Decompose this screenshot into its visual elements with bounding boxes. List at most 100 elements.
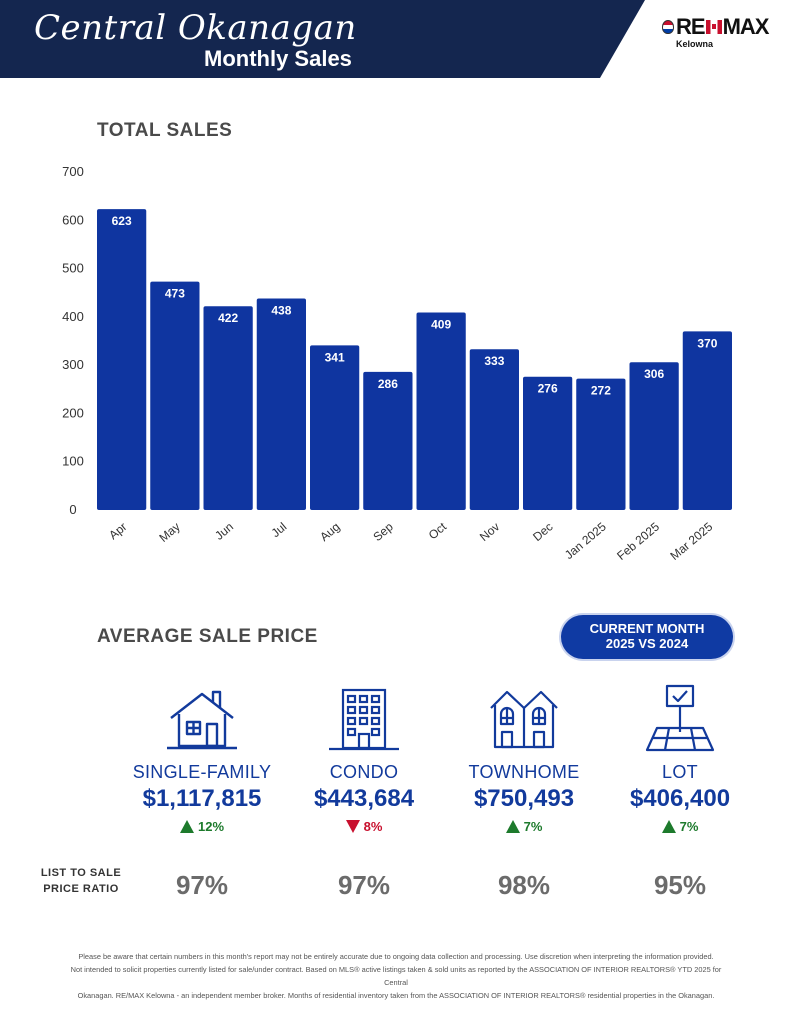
- bar: [97, 209, 147, 510]
- up-arrow-icon: [661, 820, 676, 833]
- page-title: Monthly Sales: [204, 46, 352, 71]
- y-tick-label: 200: [62, 405, 84, 420]
- y-tick-label: 100: [62, 454, 84, 469]
- bar-value-label: 286: [378, 377, 398, 391]
- ratio-single-family: 97%: [175, 870, 229, 900]
- x-tick-label: May: [156, 520, 182, 545]
- x-tick-label: Mar 2025: [667, 519, 715, 563]
- bar: [310, 345, 360, 510]
- x-tick-label: Feb 2025: [614, 519, 662, 563]
- average-price: $443,684: [313, 785, 415, 812]
- header-band: Central Okanagan Monthly Sales RE MAX Ke…: [0, 0, 791, 80]
- lot-sign-icon: [645, 684, 715, 752]
- property-type-label: SINGLE-FAMILY: [132, 762, 272, 782]
- average-price: $406,400: [629, 785, 731, 812]
- property-type-label: CONDO: [329, 762, 399, 782]
- bar: [682, 331, 732, 510]
- price-change: 7%: [600, 819, 760, 834]
- bar-value-label: 473: [165, 287, 185, 301]
- bar-value-label: 276: [538, 382, 558, 396]
- x-tick-label: Apr: [106, 520, 129, 543]
- ratio-condo: 97%: [337, 870, 391, 900]
- x-tick-label: Oct: [426, 519, 450, 542]
- x-tick-label: Dec: [530, 520, 555, 544]
- x-tick-label: Jul: [269, 520, 290, 541]
- total-sales-heading: TOTAL SALES: [97, 120, 233, 141]
- condo-building-icon: [329, 688, 399, 751]
- x-tick-label: Nov: [477, 520, 502, 544]
- x-tick-label: Jun: [212, 520, 236, 543]
- region-name: Central Okanagan: [34, 8, 357, 48]
- disclaimer-line1: Please be aware that certain numbers in …: [78, 952, 714, 961]
- bar: [469, 349, 519, 510]
- ratio-townhome: 98%: [497, 870, 551, 900]
- bar: [363, 371, 413, 510]
- property-type-label: LOT: [662, 762, 698, 782]
- y-tick-label: 600: [62, 212, 84, 227]
- ratio-lot: 95%: [653, 870, 707, 900]
- ratio-label-line2: PRICE RATIO: [43, 883, 119, 895]
- x-tick-label: Sep: [370, 519, 396, 544]
- house-icon: [167, 690, 237, 750]
- property-condo: CONDO $443,684 8%: [284, 684, 444, 834]
- up-arrow-icon: [505, 820, 520, 833]
- property-lot: LOT $406,400 7%: [600, 684, 760, 834]
- bar-value-label: 422: [218, 311, 238, 325]
- y-tick-label: 0: [69, 502, 76, 517]
- price-change: 7%: [444, 819, 604, 834]
- logo-left: RE: [676, 14, 706, 39]
- logo-office: Kelowna: [676, 39, 714, 49]
- bar: [629, 362, 679, 510]
- disclaimer-line3: Okanagan. RE/MAX Kelowna - an independen…: [77, 991, 715, 1000]
- average-price: $750,493: [473, 785, 575, 812]
- townhome-icon: [490, 690, 558, 749]
- x-tick-label: Jan 2025: [562, 519, 609, 562]
- y-tick-label: 300: [62, 357, 84, 372]
- bar-value-label: 333: [484, 354, 504, 368]
- ratio-label: LIST TO SALE PRICE RATIO: [26, 865, 136, 897]
- average-price: $1,117,815: [142, 785, 262, 812]
- disclaimer-line2: Not intended to solicit properties curre…: [70, 965, 722, 987]
- change-percent: 7%: [679, 819, 699, 834]
- comparison-badge: CURRENT MONTH 2025 VS 2024: [561, 615, 733, 659]
- bar: [576, 378, 626, 510]
- bar-value-label: 306: [644, 367, 664, 381]
- bar-value-label: 623: [112, 214, 132, 228]
- bar: [416, 312, 466, 510]
- down-arrow-icon: [345, 820, 360, 833]
- disclaimer: Please be aware that certain numbers in …: [60, 950, 732, 1002]
- property-type-label: TOWNHOME: [468, 762, 580, 782]
- price-change: 12%: [122, 819, 282, 834]
- ratio-label-line1: LIST TO SALE: [40, 867, 122, 879]
- bar: [150, 281, 200, 510]
- total-sales-chart: 0 100 200 300 400 500 600 700 623 Apr 473 May 422 Jun…: [62, 164, 732, 563]
- price-change: 8%: [284, 819, 444, 834]
- y-tick-label: 700: [62, 164, 84, 179]
- badge-line1: CURRENT MONTH: [589, 621, 705, 636]
- x-tick-label: Aug: [317, 520, 342, 544]
- bar-value-label: 272: [591, 384, 611, 398]
- logo-wordmark: RE MAX: [662, 14, 782, 40]
- change-percent: 8%: [363, 819, 383, 834]
- property-single-family: SINGLE-FAMILY $1,117,815 12%: [122, 684, 282, 834]
- bar: [523, 376, 573, 510]
- balloon-icon: [662, 20, 674, 34]
- property-townhome: TOWNHOME $750,493 7%: [444, 684, 604, 834]
- remax-logo: RE MAX Kelowna: [662, 14, 782, 54]
- logo-right: MAX: [722, 14, 770, 39]
- average-sale-price-heading: AVERAGE SALE PRICE: [97, 626, 318, 647]
- canada-flag-icon: [705, 20, 722, 34]
- bar-value-label: 409: [431, 318, 451, 332]
- bar-value-label: 370: [697, 336, 717, 350]
- badge-line2: 2025 VS 2024: [605, 636, 689, 651]
- header-background: [0, 0, 645, 78]
- y-tick-label: 400: [62, 309, 84, 324]
- bar: [256, 298, 306, 510]
- y-tick-label: 500: [62, 261, 84, 276]
- up-arrow-icon: [179, 820, 194, 833]
- bar-value-label: 341: [325, 350, 345, 364]
- change-percent: 7%: [523, 819, 543, 834]
- change-percent: 12%: [197, 819, 225, 834]
- bar-value-label: 438: [271, 304, 291, 318]
- bar: [203, 306, 253, 510]
